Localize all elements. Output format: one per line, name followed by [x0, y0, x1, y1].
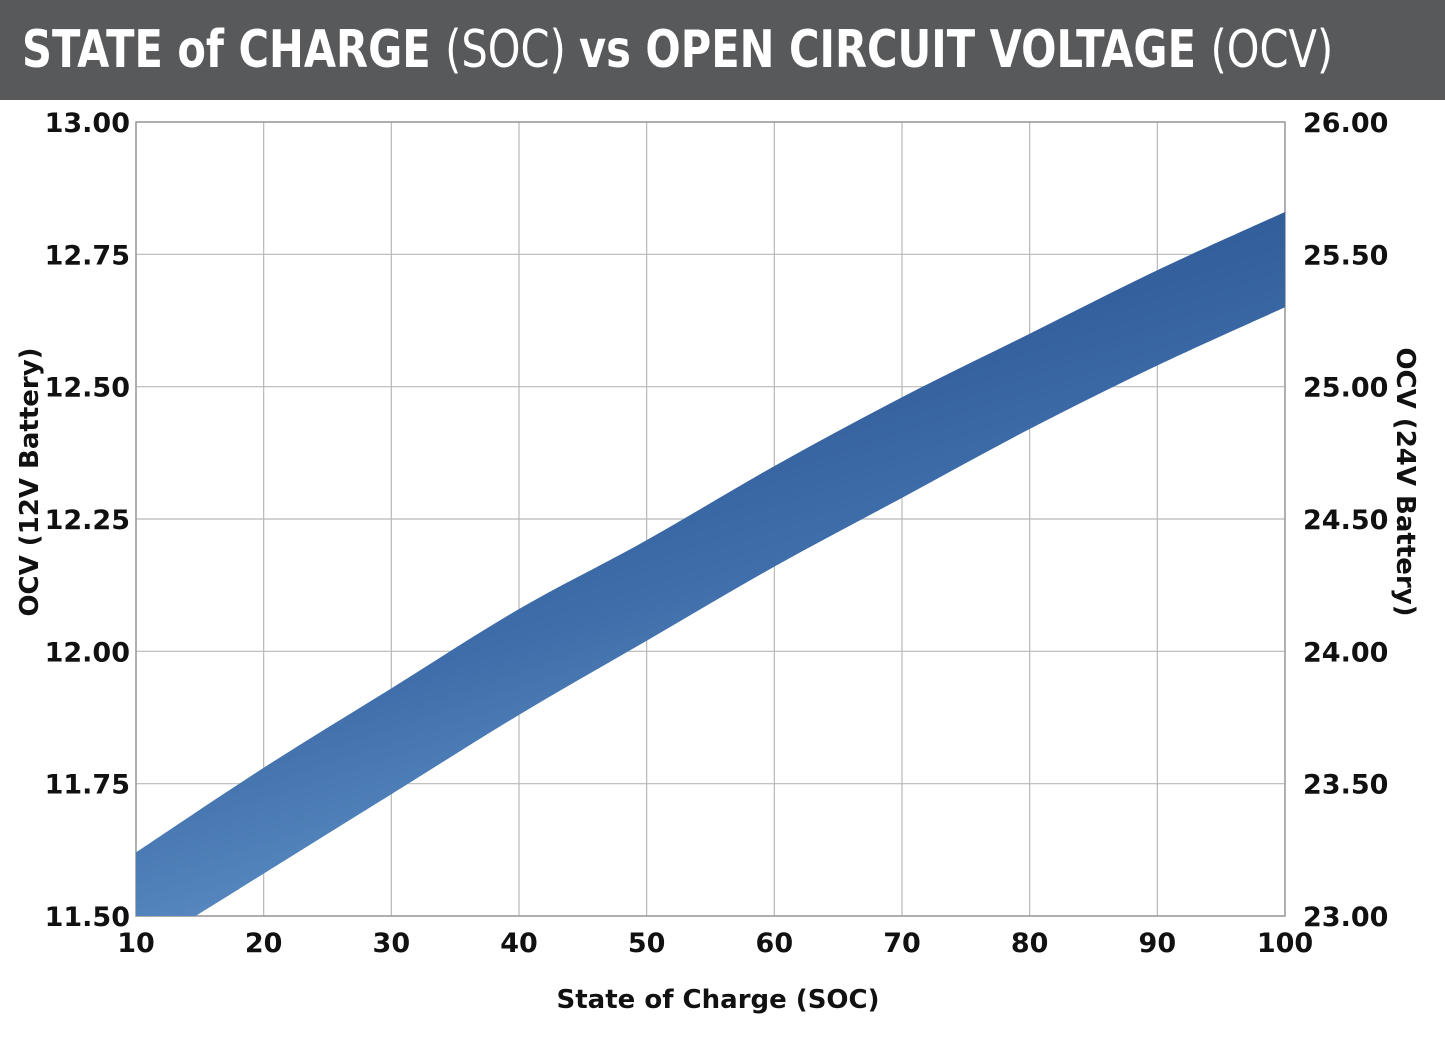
y2-tick-label-24.50: 24.50	[1303, 505, 1388, 536]
y2-tick-label-23.00: 23.00	[1303, 902, 1388, 933]
title-bar: STATE of CHARGE (SOC) vs OPEN CIRCUIT VO…	[0, 0, 1445, 100]
x-tick-label-80: 80	[1011, 928, 1049, 959]
y-axis-label: OCV (12V Battery)	[15, 347, 45, 616]
chart-title: STATE of CHARGE (SOC) vs OPEN CIRCUIT VO…	[22, 24, 1333, 76]
x-tick-label-60: 60	[756, 928, 794, 959]
title-segment-3: vs OPEN CIRCUIT VOLTAGE	[579, 20, 1211, 80]
x-tick-label-100: 100	[1257, 928, 1313, 959]
ocv-band	[136, 211, 1285, 916]
x-tick-label-50: 50	[628, 928, 666, 959]
y-tick-label-12.50: 12.50	[45, 373, 130, 404]
y-tick-label-13.00: 13.00	[45, 108, 130, 139]
title-segment-2: (SOC)	[445, 20, 580, 80]
y-tick-label-12.75: 12.75	[45, 240, 130, 271]
y2-tick-label-25.00: 25.00	[1303, 373, 1388, 404]
y-tick-label-12.25: 12.25	[45, 505, 130, 536]
x-tick-label-10: 10	[117, 928, 155, 959]
x-tick-label-40: 40	[500, 928, 538, 959]
y2-tick-label-24.00: 24.00	[1303, 637, 1388, 668]
plot-frame	[135, 121, 1286, 917]
x-tick-label-30: 30	[373, 928, 411, 959]
title-segment-1: STATE of CHARGE	[22, 20, 446, 80]
ocv-band-layer	[136, 211, 1285, 916]
y2-tick-label-25.50: 25.50	[1303, 240, 1388, 271]
y2-tick-label-26.00: 26.00	[1303, 108, 1388, 139]
y-tick-label-11.75: 11.75	[45, 770, 130, 801]
title-segment-4: (OCV)	[1210, 20, 1334, 80]
x-tick-label-70: 70	[883, 928, 921, 959]
y-tick-label-12.00: 12.00	[45, 637, 130, 668]
y-tick-labels: 11.50 11.75 12.00 12.25 12.50 12.75 13.00	[45, 108, 130, 933]
y-tick-label-11.50: 11.50	[45, 902, 130, 933]
x-tick-label-90: 90	[1139, 928, 1177, 959]
y2-axis-label: OCV (24V Battery)	[1390, 347, 1420, 616]
y2-tick-label-23.50: 23.50	[1303, 770, 1388, 801]
x-tick-labels: 10 20 30 40 50 60 70 80 90 100	[117, 928, 1313, 959]
x-axis-label: State of Charge (SOC)	[557, 985, 880, 1015]
x-tick-label-20: 20	[245, 928, 283, 959]
y2-tick-labels: 23.00 23.50 24.00 24.50 25.00 25.50 26.00	[1303, 108, 1388, 933]
